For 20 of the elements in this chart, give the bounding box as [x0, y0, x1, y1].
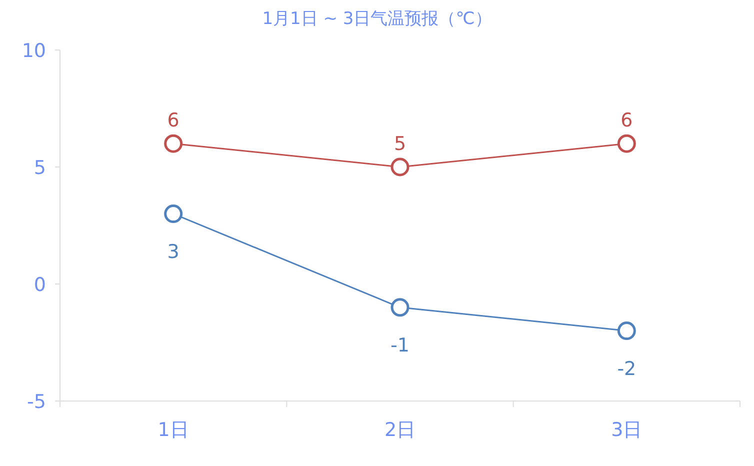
y-tick-label: -5 — [27, 391, 46, 413]
x-tick-label: 3日 — [611, 419, 642, 441]
y-tick-label: 0 — [34, 274, 46, 296]
data-label: 5 — [394, 133, 406, 155]
point — [617, 322, 636, 340]
point — [390, 158, 410, 176]
chart-title: 1月1日 ~ 3日气温预报（℃） — [262, 9, 492, 29]
point — [617, 134, 636, 153]
data-label: 6 — [620, 110, 633, 132]
x-tick-label: 1日 — [158, 419, 189, 441]
y-tick-label: 5 — [34, 157, 46, 179]
data-label: -2 — [617, 358, 636, 380]
data-label: 3 — [167, 240, 180, 263]
point — [390, 298, 410, 317]
point — [164, 134, 183, 153]
data-label: 6 — [167, 110, 180, 132]
data-label: -1 — [390, 334, 410, 356]
y-tick-label: 10 — [22, 40, 46, 62]
x-tick-label: 2日 — [384, 419, 416, 441]
point — [164, 204, 183, 224]
